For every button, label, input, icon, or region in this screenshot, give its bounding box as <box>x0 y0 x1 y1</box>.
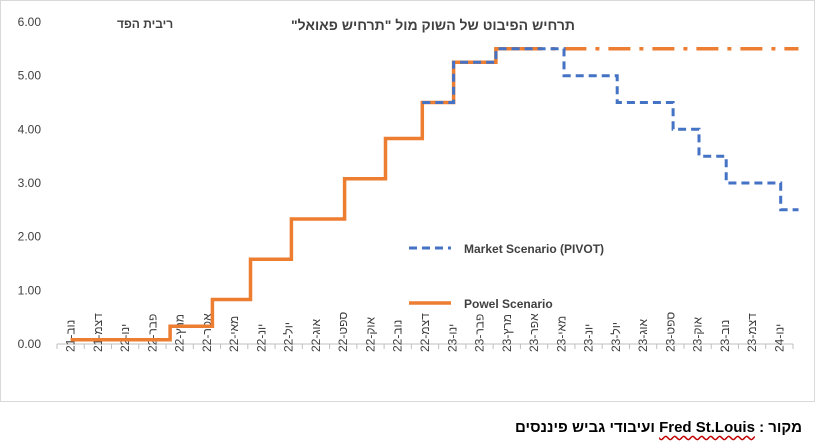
chart-svg: תרחיש הפיבוט של השוק מול "תרחיש פאואל" ר… <box>18 15 799 352</box>
x-tick-label: ספט-22 <box>336 312 350 352</box>
y-tick-label: 2.00 <box>18 230 42 244</box>
legend-label-market: Market Scenario (PIVOT) <box>464 242 604 256</box>
x-tick-label: ספט-23 <box>663 312 677 352</box>
x-tick-label: אוג-23 <box>636 318 650 352</box>
x-tick-label: נוב-21 <box>64 320 78 352</box>
chart-frame: תרחיש הפיבוט של השוק מול "תרחיש פאואל" ר… <box>0 0 815 402</box>
source-label: מקור : <box>754 419 802 436</box>
x-tick-label: מרץ-23 <box>500 314 514 352</box>
x-tick-label: אפר-22 <box>200 313 214 352</box>
x-tick-label: אוג-22 <box>309 318 323 352</box>
legend: Market Scenario (PIVOT) Powel Scenario <box>409 242 604 311</box>
source-note: מקור : Fred St.Louis ועיבודי גביש פיננסי… <box>515 419 802 436</box>
x-tick-label: פבר-22 <box>145 314 159 352</box>
x-tick-label: ינו-22 <box>118 324 132 352</box>
x-tick-label: נוב-23 <box>718 320 732 352</box>
y-tick-label: 1.00 <box>18 283 42 297</box>
y-tick-label: 5.00 <box>18 69 42 83</box>
x-tick-label: יול-22 <box>282 322 296 352</box>
x-tick-label: אוק-22 <box>363 316 377 352</box>
series-line-market <box>422 47 799 212</box>
x-tick-label: יונ-23 <box>582 324 596 352</box>
x-tick-label: ינו-24 <box>772 324 786 352</box>
x-tick-label: מאי-23 <box>554 316 568 352</box>
x-tick-label: פבר-23 <box>473 314 487 352</box>
x-tick-label: אפר-23 <box>527 313 541 352</box>
y-tick-label: 6.00 <box>18 15 42 29</box>
source-latin: Fred St.Louis <box>659 419 755 436</box>
x-tick-label: נוב-22 <box>391 320 405 352</box>
y-tick-label: 0.00 <box>18 337 42 351</box>
axes-layer: 0.00 1.00 2.00 3.00 4.00 5.00 6.00 נוב-21 דצמ-21… <box>18 15 794 352</box>
y-tick-label: 3.00 <box>18 176 42 190</box>
series-layer <box>70 47 799 342</box>
y-axis-label: ריבית הפד <box>117 17 173 31</box>
x-tick-label: דצמ-21 <box>91 313 105 352</box>
x-tick-label: מאי-22 <box>227 316 241 352</box>
x-tick-label: יול-23 <box>609 322 623 352</box>
chart-title: תרחיש הפיבוט של השוק מול "תרחיש פאואל" <box>291 17 575 33</box>
source-tail: ועיבודי גביש פיננסים <box>515 419 660 436</box>
y-tick-label: 4.00 <box>18 122 42 136</box>
x-tick-label: אוק-23 <box>691 316 705 352</box>
x-tick-label: דצמ-22 <box>418 313 432 352</box>
legend-label-powel: Powel Scenario <box>464 297 553 311</box>
x-tick-label: מרץ-22 <box>173 314 187 352</box>
x-tick-label: ינו-23 <box>445 324 459 352</box>
x-tick-label: דצמ-23 <box>745 313 759 352</box>
x-tick-label: יונ-22 <box>254 324 268 352</box>
